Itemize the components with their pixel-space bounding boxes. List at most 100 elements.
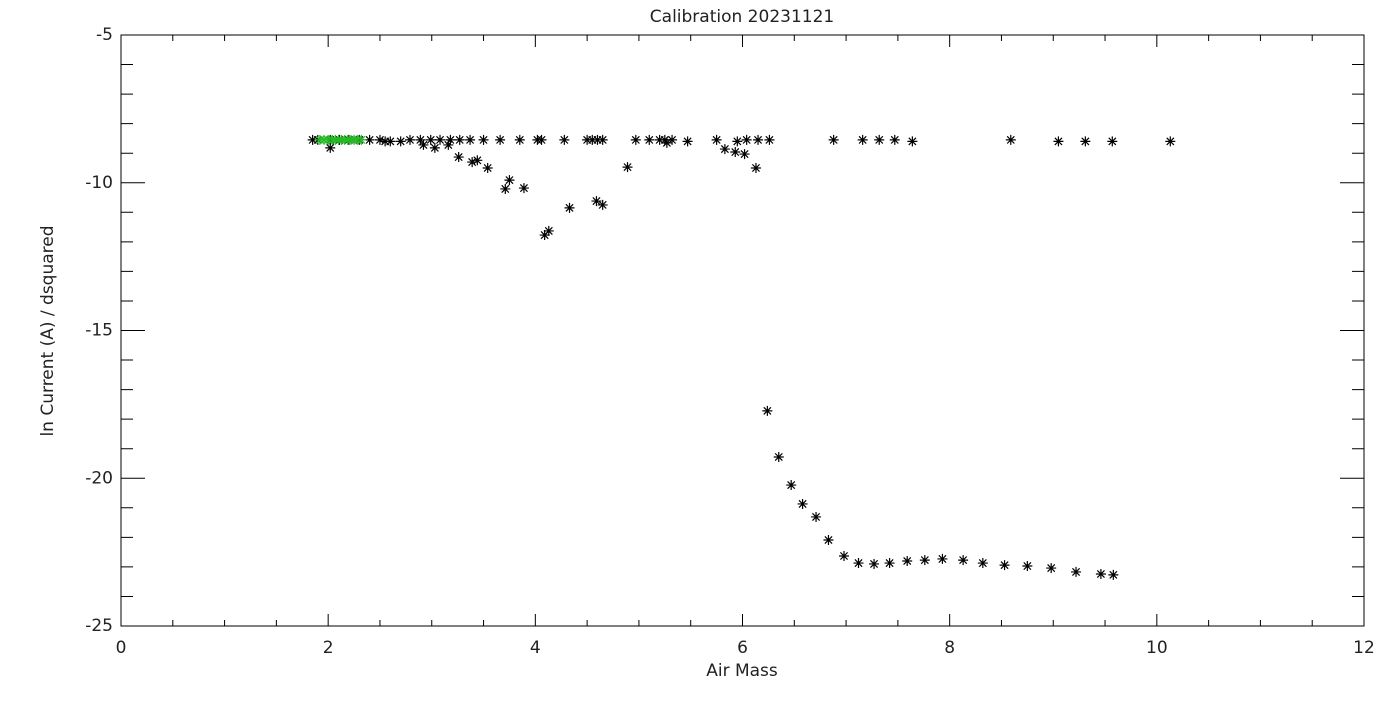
data-point	[543, 225, 554, 236]
data-point	[667, 134, 678, 145]
y-axis-label: ln Current (A) / dsquared	[38, 225, 58, 436]
data-point	[504, 175, 515, 186]
data-point	[591, 196, 602, 207]
data-point	[823, 535, 834, 546]
data-point	[1080, 136, 1091, 147]
x-axis-label: Air Mass	[706, 661, 778, 681]
chart-title: Calibration 20231121	[650, 7, 834, 27]
data-point	[1107, 136, 1118, 147]
data-point	[786, 480, 797, 491]
x-tick-label: 0	[116, 638, 127, 658]
x-tick-label: 10	[1146, 638, 1168, 658]
data-point	[753, 134, 764, 145]
data-point	[741, 134, 752, 145]
data-point	[1165, 136, 1176, 147]
data-point	[564, 202, 575, 213]
data-point	[435, 134, 446, 145]
data-point	[418, 139, 429, 150]
data-point	[380, 136, 391, 147]
x-tick-label: 8	[944, 638, 955, 658]
data-point	[732, 136, 743, 147]
data-point	[307, 134, 318, 145]
data-point	[762, 405, 773, 416]
data-point	[811, 511, 822, 522]
data-point	[592, 134, 603, 145]
data-point	[1095, 568, 1106, 579]
data-point	[587, 134, 598, 145]
data-point	[958, 555, 969, 566]
data-point	[395, 136, 406, 147]
data-point	[429, 142, 440, 153]
data-point	[919, 555, 930, 566]
data-point	[1071, 566, 1082, 577]
data-point	[500, 183, 511, 194]
data-point	[1005, 134, 1016, 145]
data-point	[644, 134, 655, 145]
data-point	[661, 137, 672, 148]
plot-frame	[120, 34, 1365, 627]
data-point	[582, 134, 593, 145]
data-point	[889, 134, 900, 145]
data-point	[764, 134, 775, 145]
data-point	[443, 139, 454, 150]
x-tick-label: 6	[737, 638, 748, 658]
data-point	[514, 134, 525, 145]
data-point	[364, 134, 375, 145]
data-point	[750, 162, 761, 173]
data-point	[797, 498, 808, 509]
data-point	[1053, 136, 1064, 147]
y-tick-label: -10	[85, 173, 113, 193]
data-point	[539, 230, 550, 241]
data-point	[472, 155, 483, 166]
data-point	[1046, 563, 1057, 574]
x-tick-label: 2	[323, 638, 334, 658]
data-point	[853, 558, 864, 569]
data-point	[937, 553, 948, 564]
data-point	[597, 134, 608, 145]
y-tick-label: -25	[85, 616, 113, 636]
data-point	[1108, 569, 1119, 580]
data-point	[773, 451, 784, 462]
y-tick-label: -15	[85, 321, 113, 341]
data-point	[482, 162, 493, 173]
data-point	[445, 134, 456, 145]
data-point	[977, 558, 988, 569]
data-point	[518, 183, 529, 194]
data-point	[1022, 561, 1033, 572]
data-point	[536, 134, 547, 145]
data-point	[404, 134, 415, 145]
data-point	[902, 555, 913, 566]
data-point	[622, 162, 633, 173]
x-tick-label: 4	[530, 638, 541, 658]
data-point	[465, 134, 476, 145]
data-point	[884, 558, 895, 569]
data-point	[374, 134, 385, 145]
data-point	[682, 136, 693, 147]
y-tick-label: -20	[85, 468, 113, 488]
data-point	[719, 144, 730, 155]
data-point	[730, 147, 741, 158]
data-point	[857, 134, 868, 145]
data-point	[630, 134, 641, 145]
data-point	[739, 149, 750, 160]
data-point	[356, 134, 367, 145]
data-point	[385, 136, 396, 147]
data-point	[454, 134, 465, 145]
data-point	[325, 142, 336, 153]
data-point	[425, 134, 436, 145]
data-point	[659, 134, 670, 145]
data-point	[828, 134, 839, 145]
data-point	[597, 199, 608, 210]
data-point	[711, 134, 722, 145]
data-point	[869, 558, 880, 569]
data-point	[495, 134, 506, 145]
data-point	[478, 134, 489, 145]
data-point	[999, 560, 1010, 571]
data-point	[907, 136, 918, 147]
data-point	[467, 157, 478, 168]
data-point	[839, 550, 850, 561]
data-point	[415, 134, 426, 145]
data-point	[453, 152, 464, 163]
